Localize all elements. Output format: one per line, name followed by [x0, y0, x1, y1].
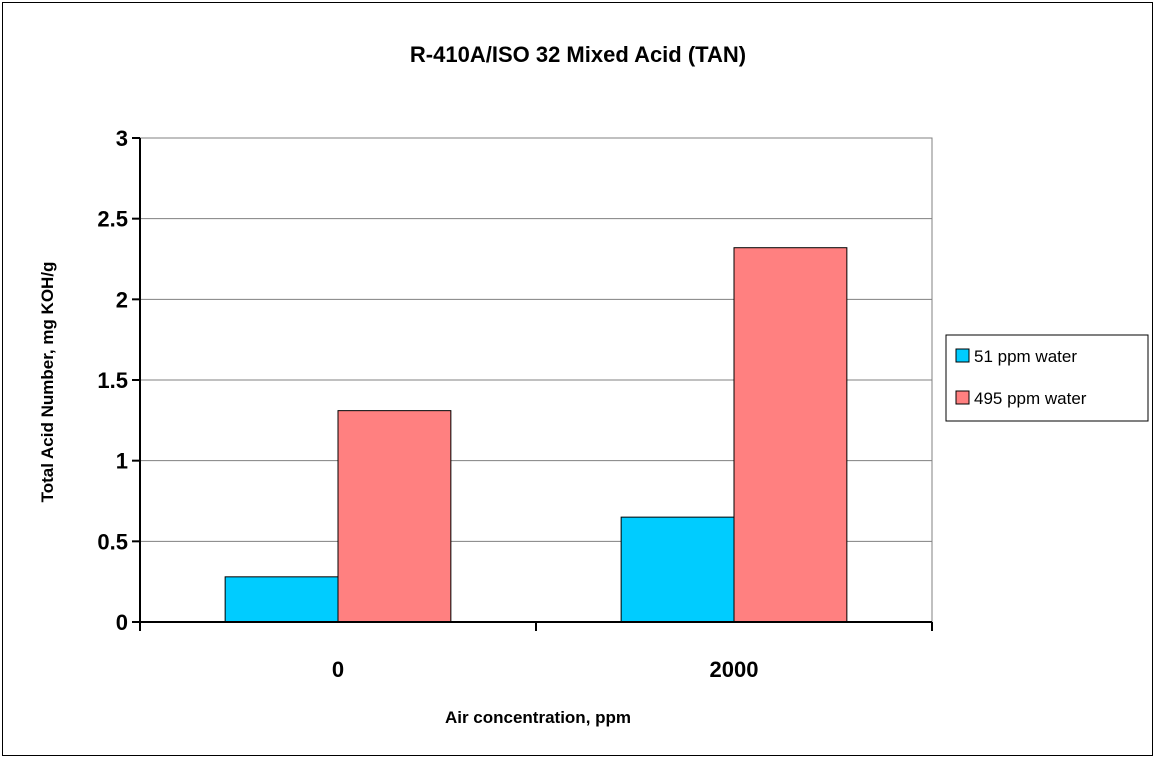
bar [337, 410, 452, 623]
bar [224, 576, 339, 623]
legend-entry-label: 51 ppm water [974, 347, 1077, 366]
bar [620, 516, 735, 623]
legend-swatch [955, 348, 970, 363]
legend-entry-label: 495 ppm water [974, 389, 1087, 408]
y-tick-label: 0 [116, 610, 128, 635]
y-tick-label: 3 [116, 126, 128, 151]
legend: 51 ppm water 495 ppm water [945, 334, 1149, 422]
y-tick-label: 0.5 [97, 529, 128, 554]
plot-area: 0 0.5 1 1.5 2 2.5 3 0 2000 [97, 126, 933, 682]
x-tick-label: 0 [332, 657, 344, 682]
x-tick-label: 2000 [710, 657, 759, 682]
x-axis-label: Air concentration, ppm [445, 708, 631, 727]
y-axis-label: Total Acid Number, mg KOH/g [38, 262, 57, 503]
y-tick-label: 1.5 [97, 368, 128, 393]
legend-box [945, 334, 1149, 422]
y-tick-label: 2 [116, 287, 128, 312]
legend-swatch [955, 390, 970, 405]
bar [733, 247, 848, 623]
y-tick-label: 2.5 [97, 207, 128, 232]
chart-title: R-410A/ISO 32 Mixed Acid (TAN) [410, 42, 746, 67]
y-tick-label: 1 [116, 449, 128, 474]
